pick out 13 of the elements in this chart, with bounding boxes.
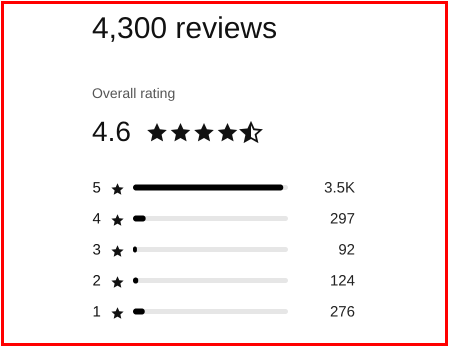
y-tick-label: 2: [92, 272, 101, 290]
y-tick-label: 3: [92, 242, 101, 258]
y-tick-label: 5: [92, 180, 101, 196]
data-label: 92: [338, 242, 355, 258]
y-tick-label: 4: [92, 210, 101, 228]
data-label: 276: [330, 304, 355, 320]
y-tick-label: 1: [92, 304, 101, 320]
data-label: 297: [330, 210, 355, 228]
data-label: 124: [330, 272, 355, 290]
text: 4.6: [92, 116, 131, 148]
data-label: 3.5K: [324, 180, 355, 196]
chart-subtitle: Overall rating: [92, 85, 176, 101]
chart-title: 4,300 reviews: [92, 12, 278, 46]
